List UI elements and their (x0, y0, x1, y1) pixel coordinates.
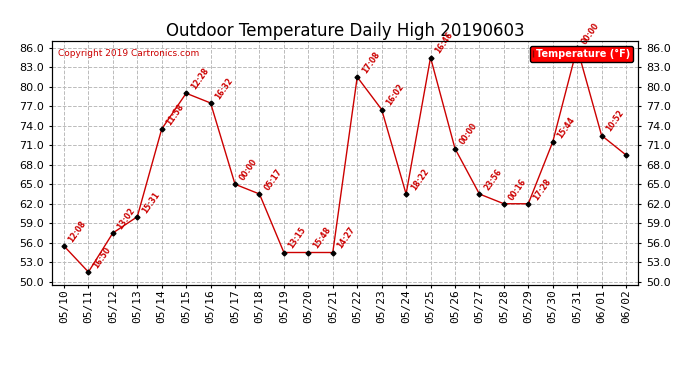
Text: 00:00: 00:00 (238, 158, 259, 182)
Text: 16:50: 16:50 (91, 245, 112, 270)
Text: 15:31: 15:31 (140, 190, 161, 215)
Text: 13:15: 13:15 (287, 226, 308, 251)
Legend: Temperature (°F): Temperature (°F) (531, 46, 633, 62)
Text: 05:17: 05:17 (262, 167, 284, 192)
Text: 10:52: 10:52 (604, 109, 626, 134)
Text: 16:32: 16:32 (213, 76, 235, 101)
Text: 00:00: 00:00 (458, 122, 479, 147)
Title: Outdoor Temperature Daily High 20190603: Outdoor Temperature Daily High 20190603 (166, 22, 524, 40)
Text: 12:08: 12:08 (67, 219, 88, 244)
Text: 12:28: 12:28 (189, 66, 210, 91)
Text: 00:00: 00:00 (580, 21, 601, 46)
Text: 23:56: 23:56 (482, 167, 504, 192)
Text: 16:02: 16:02 (384, 82, 406, 108)
Text: 14:27: 14:27 (336, 225, 357, 251)
Text: 15:48: 15:48 (311, 226, 333, 251)
Text: 17:08: 17:08 (360, 50, 382, 75)
Text: 17:28: 17:28 (531, 177, 553, 202)
Text: Copyright 2019 Cartronics.com: Copyright 2019 Cartronics.com (58, 49, 199, 58)
Text: 18:22: 18:22 (409, 167, 431, 192)
Text: 16:46: 16:46 (433, 31, 455, 56)
Text: 11:58: 11:58 (165, 102, 186, 127)
Text: 13:02: 13:02 (116, 206, 137, 231)
Text: 15:44: 15:44 (555, 115, 577, 140)
Text: 00:16: 00:16 (506, 177, 528, 202)
